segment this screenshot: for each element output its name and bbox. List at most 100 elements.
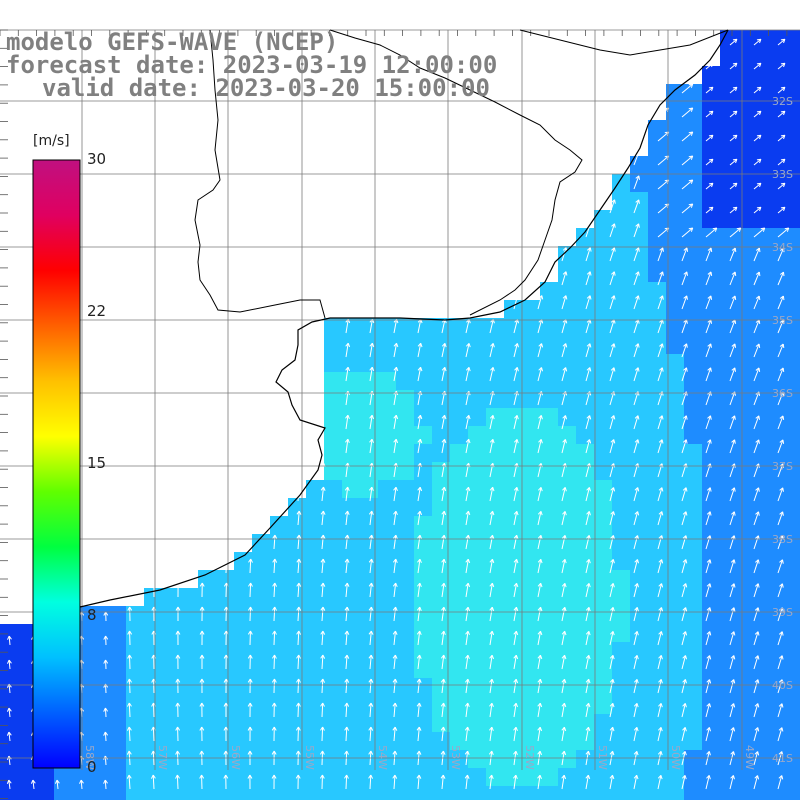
wind-speed-cell bbox=[720, 696, 739, 715]
wind-speed-cell bbox=[666, 102, 685, 121]
wind-arrow bbox=[729, 415, 736, 430]
wind-speed-cell bbox=[612, 732, 631, 751]
wind-arrow bbox=[681, 83, 694, 94]
wind-speed-cell bbox=[666, 210, 685, 229]
wind-arrow bbox=[729, 247, 737, 262]
latitude-label: 38S bbox=[772, 533, 793, 546]
wind-arrow bbox=[705, 271, 713, 286]
wind-speed-cell bbox=[414, 570, 433, 589]
wind-speed-cell bbox=[720, 516, 739, 535]
wind-arrow bbox=[633, 343, 640, 358]
wind-speed-cell bbox=[630, 750, 649, 769]
wind-speed-cell bbox=[306, 732, 325, 751]
wind-arrow bbox=[705, 439, 712, 454]
wind-arrow bbox=[705, 511, 712, 526]
wind-arrow bbox=[705, 110, 714, 118]
wind-arrow bbox=[681, 227, 694, 238]
wind-speed-cell bbox=[432, 696, 451, 715]
wind-speed-cell bbox=[0, 714, 19, 733]
wind-arrow bbox=[681, 415, 688, 430]
wind-speed-cell bbox=[126, 786, 145, 800]
wind-speed-cell bbox=[684, 750, 703, 769]
wind-arrow bbox=[657, 487, 664, 502]
wind-speed-cell bbox=[378, 444, 397, 463]
wind-speed-cell bbox=[360, 606, 379, 625]
wind-speed-cell bbox=[342, 624, 361, 643]
wind-speed-cell bbox=[342, 462, 361, 481]
wind-speed-cell bbox=[540, 606, 559, 625]
wind-arrow bbox=[633, 774, 639, 790]
wind-speed-cell bbox=[594, 480, 613, 499]
wind-speed-cell bbox=[720, 84, 739, 103]
wind-arrow bbox=[103, 779, 108, 790]
longitude-label: 51W bbox=[596, 745, 609, 770]
wind-arrow bbox=[753, 158, 762, 166]
wind-speed-cell bbox=[630, 336, 649, 355]
wind-arrow bbox=[103, 635, 109, 646]
latitude-label: 41S bbox=[772, 752, 793, 765]
wind-speed-cell bbox=[612, 318, 631, 337]
wind-speed-cell bbox=[774, 120, 793, 139]
wind-speed-cell bbox=[450, 642, 469, 661]
wind-arrow bbox=[681, 247, 689, 262]
wind-arrow bbox=[753, 583, 760, 598]
wind-speed-cell bbox=[594, 678, 613, 697]
wind-speed-cell bbox=[522, 696, 541, 715]
wind-arrow bbox=[657, 631, 663, 646]
wind-speed-cell bbox=[450, 462, 469, 481]
wind-speed-cell bbox=[792, 570, 800, 589]
wind-speed-cell bbox=[720, 534, 739, 553]
wind-speed-cell bbox=[396, 336, 415, 355]
wind-speed-cell bbox=[576, 642, 595, 661]
wind-arrow bbox=[705, 655, 712, 670]
wind-speed-cell bbox=[558, 696, 577, 715]
wind-speed-cell bbox=[774, 228, 793, 247]
wind-speed-cell bbox=[648, 786, 667, 800]
wind-speed-cell bbox=[612, 498, 631, 517]
wind-speed-cell bbox=[450, 660, 469, 679]
wind-arrow bbox=[585, 582, 591, 598]
wind-speed-cell bbox=[234, 570, 253, 589]
wind-speed-cell bbox=[684, 192, 703, 211]
wind-speed-cell bbox=[558, 642, 577, 661]
wind-arrow bbox=[489, 534, 495, 550]
wind-speed-cell bbox=[342, 678, 361, 697]
wind-speed-cell bbox=[342, 606, 361, 625]
wind-arrow bbox=[417, 438, 423, 454]
wind-arrow bbox=[416, 678, 422, 694]
wind-speed-cell bbox=[738, 336, 757, 355]
wind-speed-cell bbox=[594, 390, 613, 409]
latitude-label: 35S bbox=[772, 314, 793, 327]
wind-speed-cell bbox=[666, 588, 685, 607]
longitude-label: 52W bbox=[523, 745, 536, 770]
wind-speed-cell bbox=[216, 606, 235, 625]
wind-arrow bbox=[729, 439, 736, 454]
wind-speed-cell bbox=[288, 534, 307, 553]
wind-arrow bbox=[127, 606, 133, 622]
wind-arrow bbox=[609, 702, 615, 718]
wind-speed-cell bbox=[684, 678, 703, 697]
wind-speed-cell bbox=[684, 606, 703, 625]
wind-speed-cell bbox=[216, 588, 235, 607]
wind-speed-cell bbox=[162, 696, 181, 715]
wind-speed-cell bbox=[792, 696, 800, 715]
wind-speed-cell bbox=[648, 282, 667, 301]
wind-arrow bbox=[513, 702, 519, 718]
wind-arrow bbox=[705, 415, 712, 430]
wind-speed-cell bbox=[594, 408, 613, 427]
wind-arrow bbox=[368, 558, 374, 574]
wind-speed-cell bbox=[324, 696, 343, 715]
wind-arrow bbox=[633, 583, 639, 598]
wind-speed-cell bbox=[18, 678, 37, 697]
wind-arrow bbox=[393, 342, 399, 358]
wind-speed-cell bbox=[576, 282, 595, 301]
wind-arrow bbox=[705, 227, 718, 238]
wind-speed-cell bbox=[738, 408, 757, 427]
wind-speed-cell bbox=[162, 768, 181, 787]
wind-speed-cell bbox=[36, 768, 55, 787]
wind-speed-cell bbox=[252, 696, 271, 715]
wind-speed-cell bbox=[684, 138, 703, 157]
wind-arrow bbox=[320, 606, 326, 622]
wind-speed-cell bbox=[540, 768, 559, 787]
wind-speed-cell bbox=[414, 606, 433, 625]
